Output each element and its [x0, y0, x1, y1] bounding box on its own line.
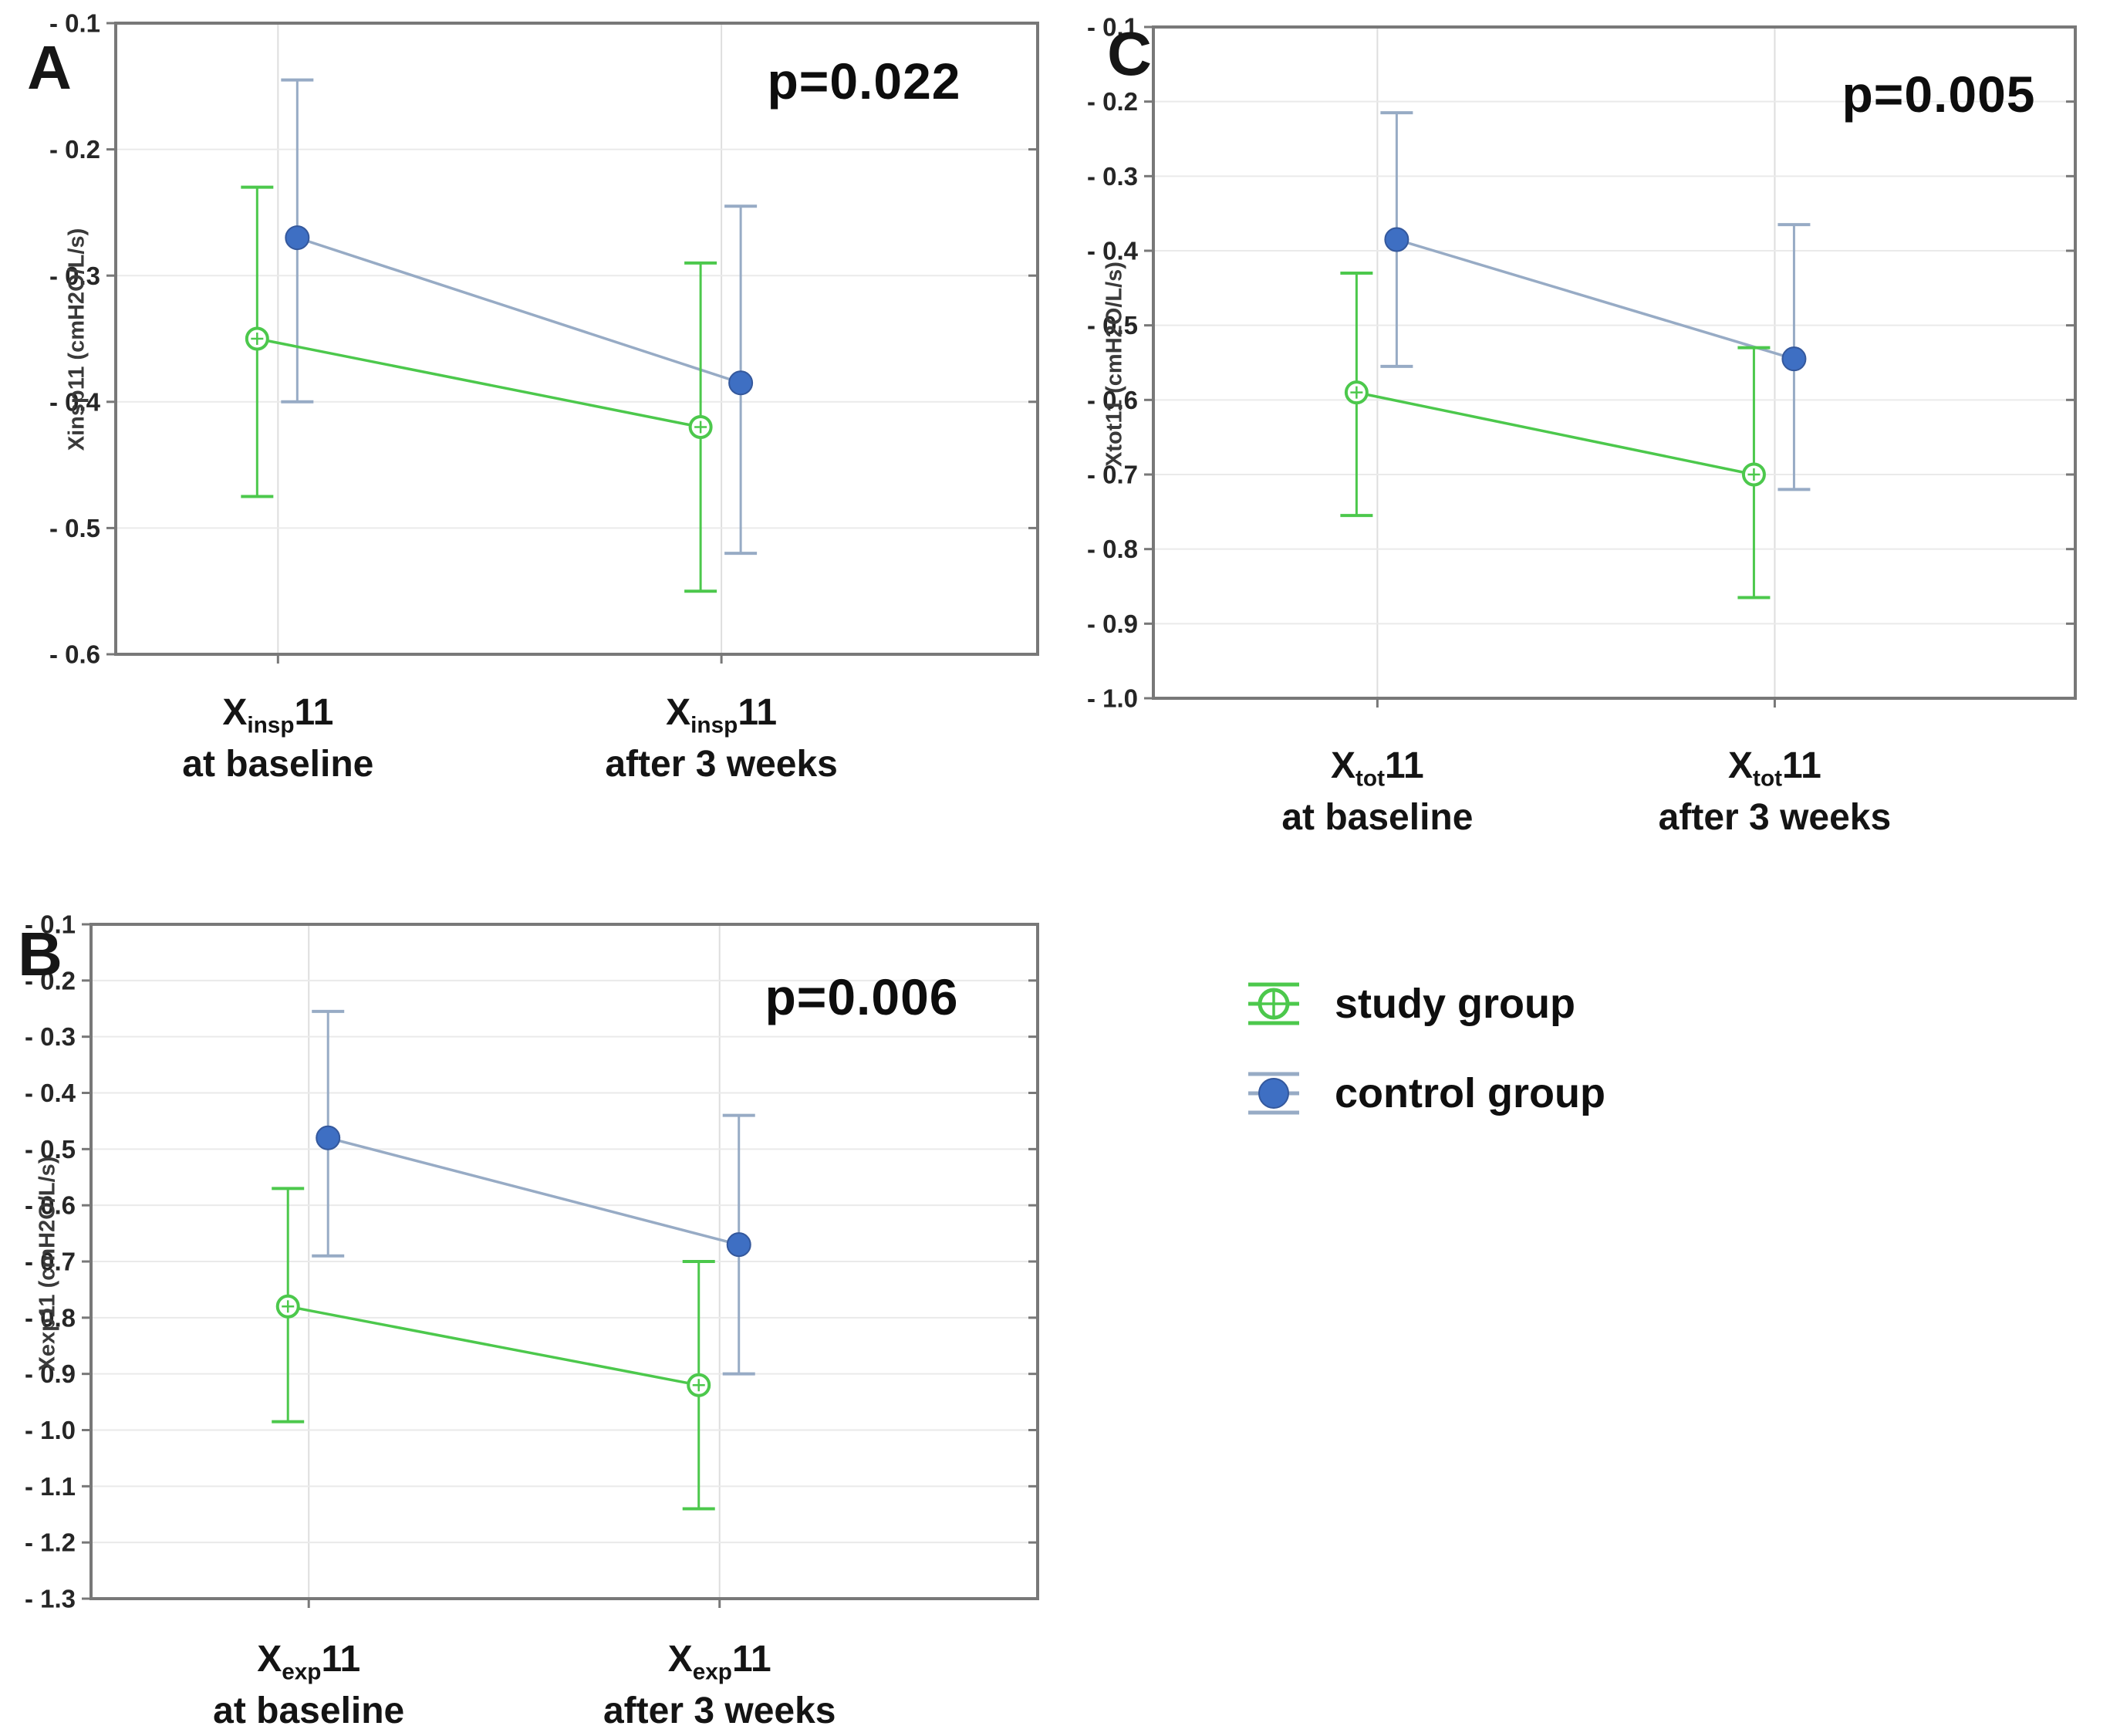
panel-a-category-label-after-3-weeks: Xinsp11 after 3 weeks [521, 689, 922, 788]
category-variable-name: Xinsp11 [666, 692, 778, 738]
control-series-line [1396, 238, 1794, 360]
y-tick-label: - 0.2 [49, 135, 100, 164]
panel-b-category-label-after-3-weeks: Xexp11 after 3 weeks [519, 1636, 920, 1734]
control-legend-circle [1258, 1078, 1289, 1109]
panel-c-y-axis-title: Xtot11 (cmH2O/L/s) [1102, 262, 1127, 467]
category-timepoint: after 3 weeks [603, 1690, 836, 1731]
y-tick-label: - 0.7 [25, 1248, 76, 1276]
panel-a-y-axis-title: Xinsp11 (cmH2O/L/s) [64, 228, 89, 451]
y-tick-label: - 1.0 [1087, 684, 1138, 713]
y-tick-label: - 0.2 [25, 966, 76, 995]
category-timepoint: at baseline [213, 1690, 405, 1731]
panel-c-letter: C [1107, 19, 1152, 88]
category-variable-name: Xexp11 [667, 1639, 771, 1685]
panel-b-y-axis-title: Xexp11 (cmH2O/L/s) [35, 1156, 60, 1372]
y-tick-label: - 0.1 [25, 910, 76, 939]
y-tick-label: - 0.4 [1087, 237, 1139, 265]
y-tick-label: - 0.5 [25, 1135, 76, 1164]
category-timepoint: at baseline [1281, 796, 1474, 838]
control-point-marker [726, 1232, 751, 1258]
control-group-marker-icon [1248, 1072, 1299, 1115]
y-tick-label: - 0.4 [25, 1079, 76, 1107]
plot-border [1152, 25, 2077, 700]
panel-c-category-label-after-3-weeks: Xtot11 after 3 weeks [1574, 742, 1975, 841]
y-tick-label: - 0.1 [1087, 13, 1138, 42]
y-tick-label: - 1.3 [25, 1585, 76, 1613]
panel-c-category-label-baseline: Xtot11 at baseline [1177, 742, 1578, 841]
panel-a-category-label-baseline: Xinsp11 at baseline [77, 689, 478, 788]
y-tick-label: - 0.9 [1087, 610, 1138, 638]
panel-b-category-label-baseline: Xexp11 at baseline [108, 1636, 509, 1734]
control-point-marker [728, 370, 754, 396]
legend-label-study: study group [1335, 981, 1575, 1027]
control-point-marker [1384, 227, 1409, 252]
y-tick-label: - 0.9 [25, 1359, 76, 1388]
y-tick-label: - 0.6 [1087, 386, 1138, 414]
y-tick-label: - 0.8 [1087, 535, 1138, 563]
y-tick-label: - 0.1 [49, 9, 100, 38]
y-tick-label: - 0.5 [1087, 311, 1138, 339]
panel-a-letter: A [27, 33, 72, 102]
legend-item-control: control group [1248, 1063, 1605, 1123]
category-timepoint: after 3 weeks [605, 743, 838, 785]
control-point-marker [316, 1125, 341, 1150]
control-point-marker [285, 225, 310, 251]
plot-border [114, 22, 1039, 656]
legend-item-study: study group [1248, 974, 1605, 1034]
y-tick-label: - 0.6 [49, 640, 100, 669]
y-tick-label: - 1.2 [25, 1528, 76, 1557]
y-tick-label: - 0.6 [25, 1191, 76, 1220]
legend-label-control: control group [1335, 1070, 1605, 1116]
y-tick-label: - 0.7 [1087, 461, 1138, 489]
y-tick-label: - 0.3 [1087, 162, 1138, 191]
panel-b-pvalue: p=0.006 [765, 968, 959, 1025]
study-series-line [287, 1305, 700, 1386]
y-tick-label: - 0.3 [25, 1022, 76, 1051]
study-series-line [256, 337, 701, 429]
legend: study group control group [1248, 974, 1605, 1153]
control-series-line [327, 1137, 740, 1246]
y-tick-label: - 0.5 [49, 514, 100, 542]
y-tick-label: - 0.8 [25, 1303, 76, 1332]
y-tick-label: - 0.2 [1087, 87, 1138, 116]
category-variable-name: Xtot11 [1330, 745, 1424, 792]
panel-a-pvalue: p=0.022 [767, 52, 961, 110]
y-tick-label: - 0.3 [49, 262, 100, 290]
study-series-line [1356, 390, 1754, 476]
category-timepoint: after 3 weeks [1658, 796, 1892, 838]
category-variable-name: Xexp11 [257, 1639, 361, 1685]
y-tick-label: - 0.4 [49, 387, 101, 416]
category-timepoint: at baseline [182, 743, 374, 785]
panel-c-pvalue: p=0.005 [1842, 66, 2036, 123]
control-series-line [296, 236, 741, 384]
y-tick-label: - 1.1 [25, 1472, 76, 1501]
category-variable-name: Xtot11 [1728, 745, 1821, 792]
control-point-marker [1781, 346, 1807, 372]
panel-b-letter: B [18, 920, 62, 988]
study-group-marker-icon [1248, 982, 1299, 1025]
category-variable-name: Xinsp11 [222, 692, 334, 738]
y-tick-label: - 1.0 [25, 1416, 76, 1444]
